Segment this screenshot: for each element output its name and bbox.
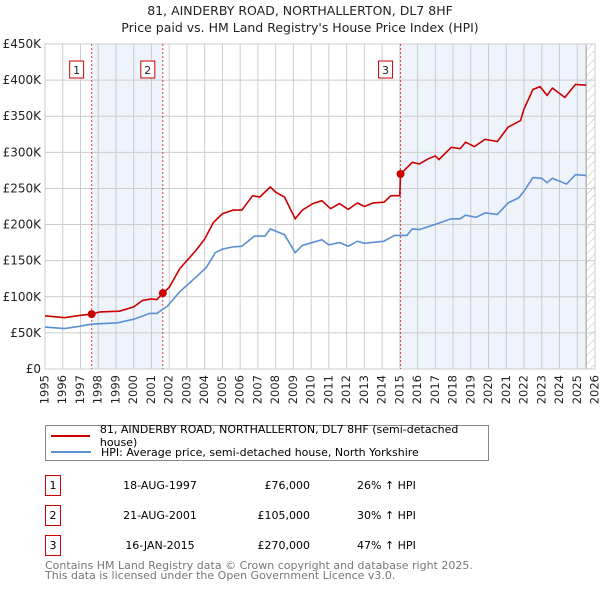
y-tick-label: £350K [3,109,43,123]
x-tick-label: 2025 [570,375,584,404]
y-tick-label: £0 [26,362,41,376]
y-tick-label: £100K [3,290,43,304]
sale-label-box [378,60,394,79]
x-tick-label: 2013 [357,375,371,404]
x-tick-label: 2024 [552,375,566,404]
transaction-number: 2 [45,505,61,526]
transaction-number: 3 [45,535,61,556]
x-tick-label: 2023 [534,375,548,404]
x-tick-label: 1996 [55,375,69,404]
x-tick-label: 2001 [144,375,158,404]
y-tick-label: £300K [3,145,43,159]
x-tick-label: 2007 [250,375,264,404]
x-tick-label: 2015 [392,375,406,404]
x-tick-label: 1998 [91,375,105,404]
x-tick-label: 2004 [197,375,211,404]
legend-item-hpi: HPI: Average price, semi-detached house,… [51,444,419,460]
x-tick-label: 1995 [38,375,52,404]
legend-swatch-blue [51,451,91,453]
x-tick-label: 2019 [463,375,477,404]
x-tick-label: 2016 [410,375,424,404]
x-tick-label: 2026 [588,375,600,404]
transaction-row: 2 21-AUG-2001 £105,000 30% ↑ HPI [45,505,445,527]
plot-border [44,43,596,370]
transaction-date: 18-AUG-1997 [123,479,197,492]
hpi-line [44,173,587,330]
y-tick-label: £200K [3,218,43,232]
legend-label-property: 81, AINDERBY ROAD, NORTHALLERTON, DL7 8H… [99,423,459,449]
y-tick-label: £150K [3,254,43,268]
sale-point [87,310,96,319]
x-tick-label: 2022 [517,375,531,404]
y-tick-label: £50K [10,326,42,340]
sale-label: 1 [73,64,80,77]
footer-copyright: Contains HM Land Registry data © Crown c… [45,559,473,572]
shaded-range [400,44,587,369]
chart-title: 81, AINDERBY ROAD, NORTHALLERTON, DL7 8H… [147,3,453,18]
x-tick-label: 2008 [268,375,282,404]
transaction-price: £105,000 [257,509,311,522]
sale-label: 2 [144,64,151,77]
shaded-range [91,44,163,369]
x-tick-label: 2014 [375,375,389,404]
y-tick-label: £450K [3,37,43,51]
x-tick-label: 2012 [339,375,353,404]
x-tick-label: 2002 [162,375,176,404]
sale-label: 3 [382,64,389,77]
transaction-hpi: 47% ↑ HPI [357,539,416,552]
x-tick-label: 1999 [108,375,122,404]
legend: 81, AINDERBY ROAD, NORTHALLERTON, DL7 8H… [45,423,489,461]
legend-label-hpi: HPI: Average price, semi-detached house,… [101,445,419,459]
transaction-number: 1 [45,475,61,496]
x-tick-label: 2000 [126,375,140,404]
sale-label-box [69,60,85,79]
footer-licence: This data is licensed under the Open Gov… [45,569,396,582]
transaction-price: £270,000 [257,539,311,552]
x-tick-label: 2018 [446,375,460,404]
x-tick-label: 1997 [73,375,87,404]
x-tick-label: 2020 [481,375,495,404]
x-tick-label: 2017 [428,375,442,404]
y-tick-label: £400K [3,73,43,87]
transaction-row: 1 18-AUG-1997 £76,000 26% ↑ HPI [45,475,445,497]
x-tick-label: 2009 [286,375,300,404]
legend-item-property: 81, AINDERBY ROAD, NORTHALLERTON, DL7 8H… [51,423,488,449]
transaction-price: £76,000 [264,479,311,492]
transaction-date: 16-JAN-2015 [125,539,195,552]
x-tick-label: 2003 [179,375,193,404]
price-chart: 1995 1996 1997 1998 1999 2000 2001 2002 2003 2004… [3,37,600,404]
y-tick-label: £250K [3,181,43,195]
transaction-row: 3 16-JAN-2015 £270,000 47% ↑ HPI [45,535,445,557]
sale-label-box [140,60,156,79]
x-tick-label: 2011 [321,375,335,404]
legend-swatch-red [51,435,90,437]
transaction-hpi: 26% ↑ HPI [357,479,416,492]
transaction-hpi: 30% ↑ HPI [357,509,416,522]
x-tick-label: 2021 [499,375,513,404]
future-hatch [586,44,595,369]
x-tick-label: 2006 [233,375,247,404]
transaction-date: 21-AUG-2001 [123,509,197,522]
sale-point [158,289,167,298]
x-tick-label: 2005 [215,375,229,404]
sale-point [396,170,405,178]
chart-subtitle: Price paid vs. HM Land Registry's House … [121,20,479,35]
x-tick-label: 2010 [304,375,318,404]
